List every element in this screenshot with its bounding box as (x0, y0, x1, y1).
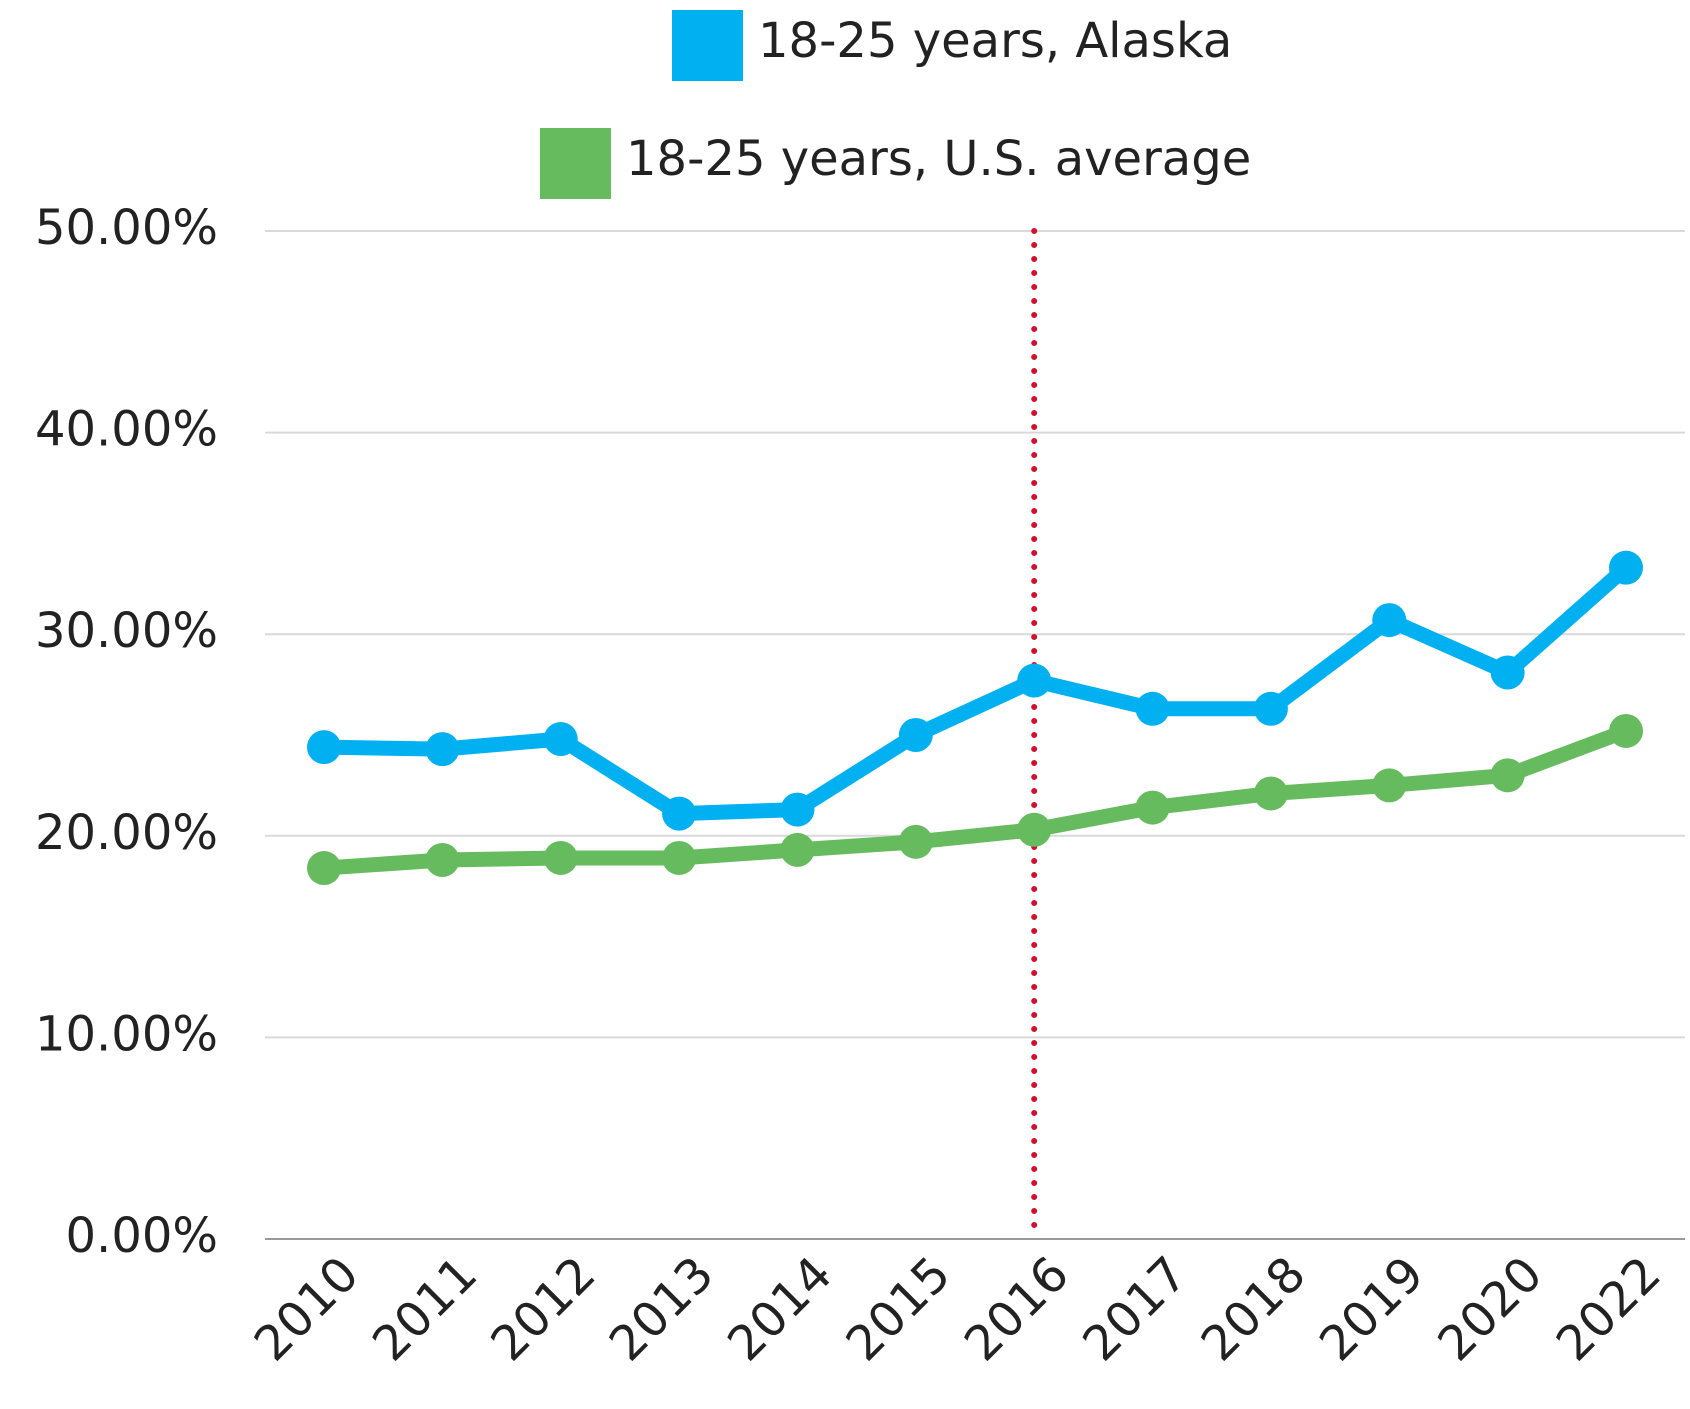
x-tick-label: 2020 (1427, 1246, 1553, 1372)
x-tick-label: 2013 (599, 1246, 725, 1372)
x-tick-label: 2010 (244, 1246, 370, 1372)
x-tick-label: 2018 (1191, 1246, 1317, 1372)
data-point (1135, 790, 1170, 825)
legend-label: 18-25 years, U.S. average (626, 131, 1251, 187)
x-tick-label: 2014 (717, 1246, 843, 1372)
x-tick-label: 2012 (480, 1246, 606, 1372)
data-point (543, 722, 578, 757)
y-tick-label: 0.00% (66, 1208, 218, 1264)
data-point (898, 824, 933, 859)
series-line (323, 723, 1629, 876)
data-point (1135, 691, 1170, 726)
data-point (1253, 776, 1288, 811)
x-tick-label: 2011 (362, 1246, 488, 1372)
data-point (1017, 812, 1052, 847)
data-point (1490, 758, 1525, 793)
series-line (323, 562, 1631, 822)
x-tick-label: 2019 (1309, 1246, 1435, 1372)
x-tick-label: 2017 (1072, 1246, 1198, 1372)
y-tick-label: 10.00% (35, 1006, 218, 1062)
y-tick-label: 40.00% (35, 402, 218, 458)
data-point (1372, 768, 1407, 803)
data-point (1609, 550, 1643, 585)
data-point (898, 718, 933, 752)
data-point (1017, 663, 1052, 698)
data-point (1372, 603, 1407, 638)
x-tick-label: 2022 (1546, 1246, 1672, 1372)
y-tick-label: 30.00% (35, 603, 218, 659)
x-tick-label: 2016 (954, 1246, 1080, 1372)
data-point (307, 851, 341, 886)
data-point (662, 840, 697, 875)
data-point (1253, 691, 1288, 726)
y-tick-label: 20.00% (35, 805, 218, 861)
data-point (425, 732, 460, 767)
data-point (425, 842, 460, 877)
legend-label: 18-25 years, Alaska (758, 13, 1232, 69)
legend-swatch (672, 10, 743, 81)
x-tick-label: 2015 (836, 1246, 962, 1372)
legend-swatch (540, 128, 611, 199)
data-point (780, 832, 815, 867)
data-point (543, 840, 578, 875)
y-tick-label: 50.00% (35, 200, 218, 256)
data-point (1609, 713, 1643, 748)
data-point (662, 796, 697, 831)
data-point (307, 730, 341, 765)
data-point (1490, 655, 1525, 690)
data-point (780, 792, 815, 827)
